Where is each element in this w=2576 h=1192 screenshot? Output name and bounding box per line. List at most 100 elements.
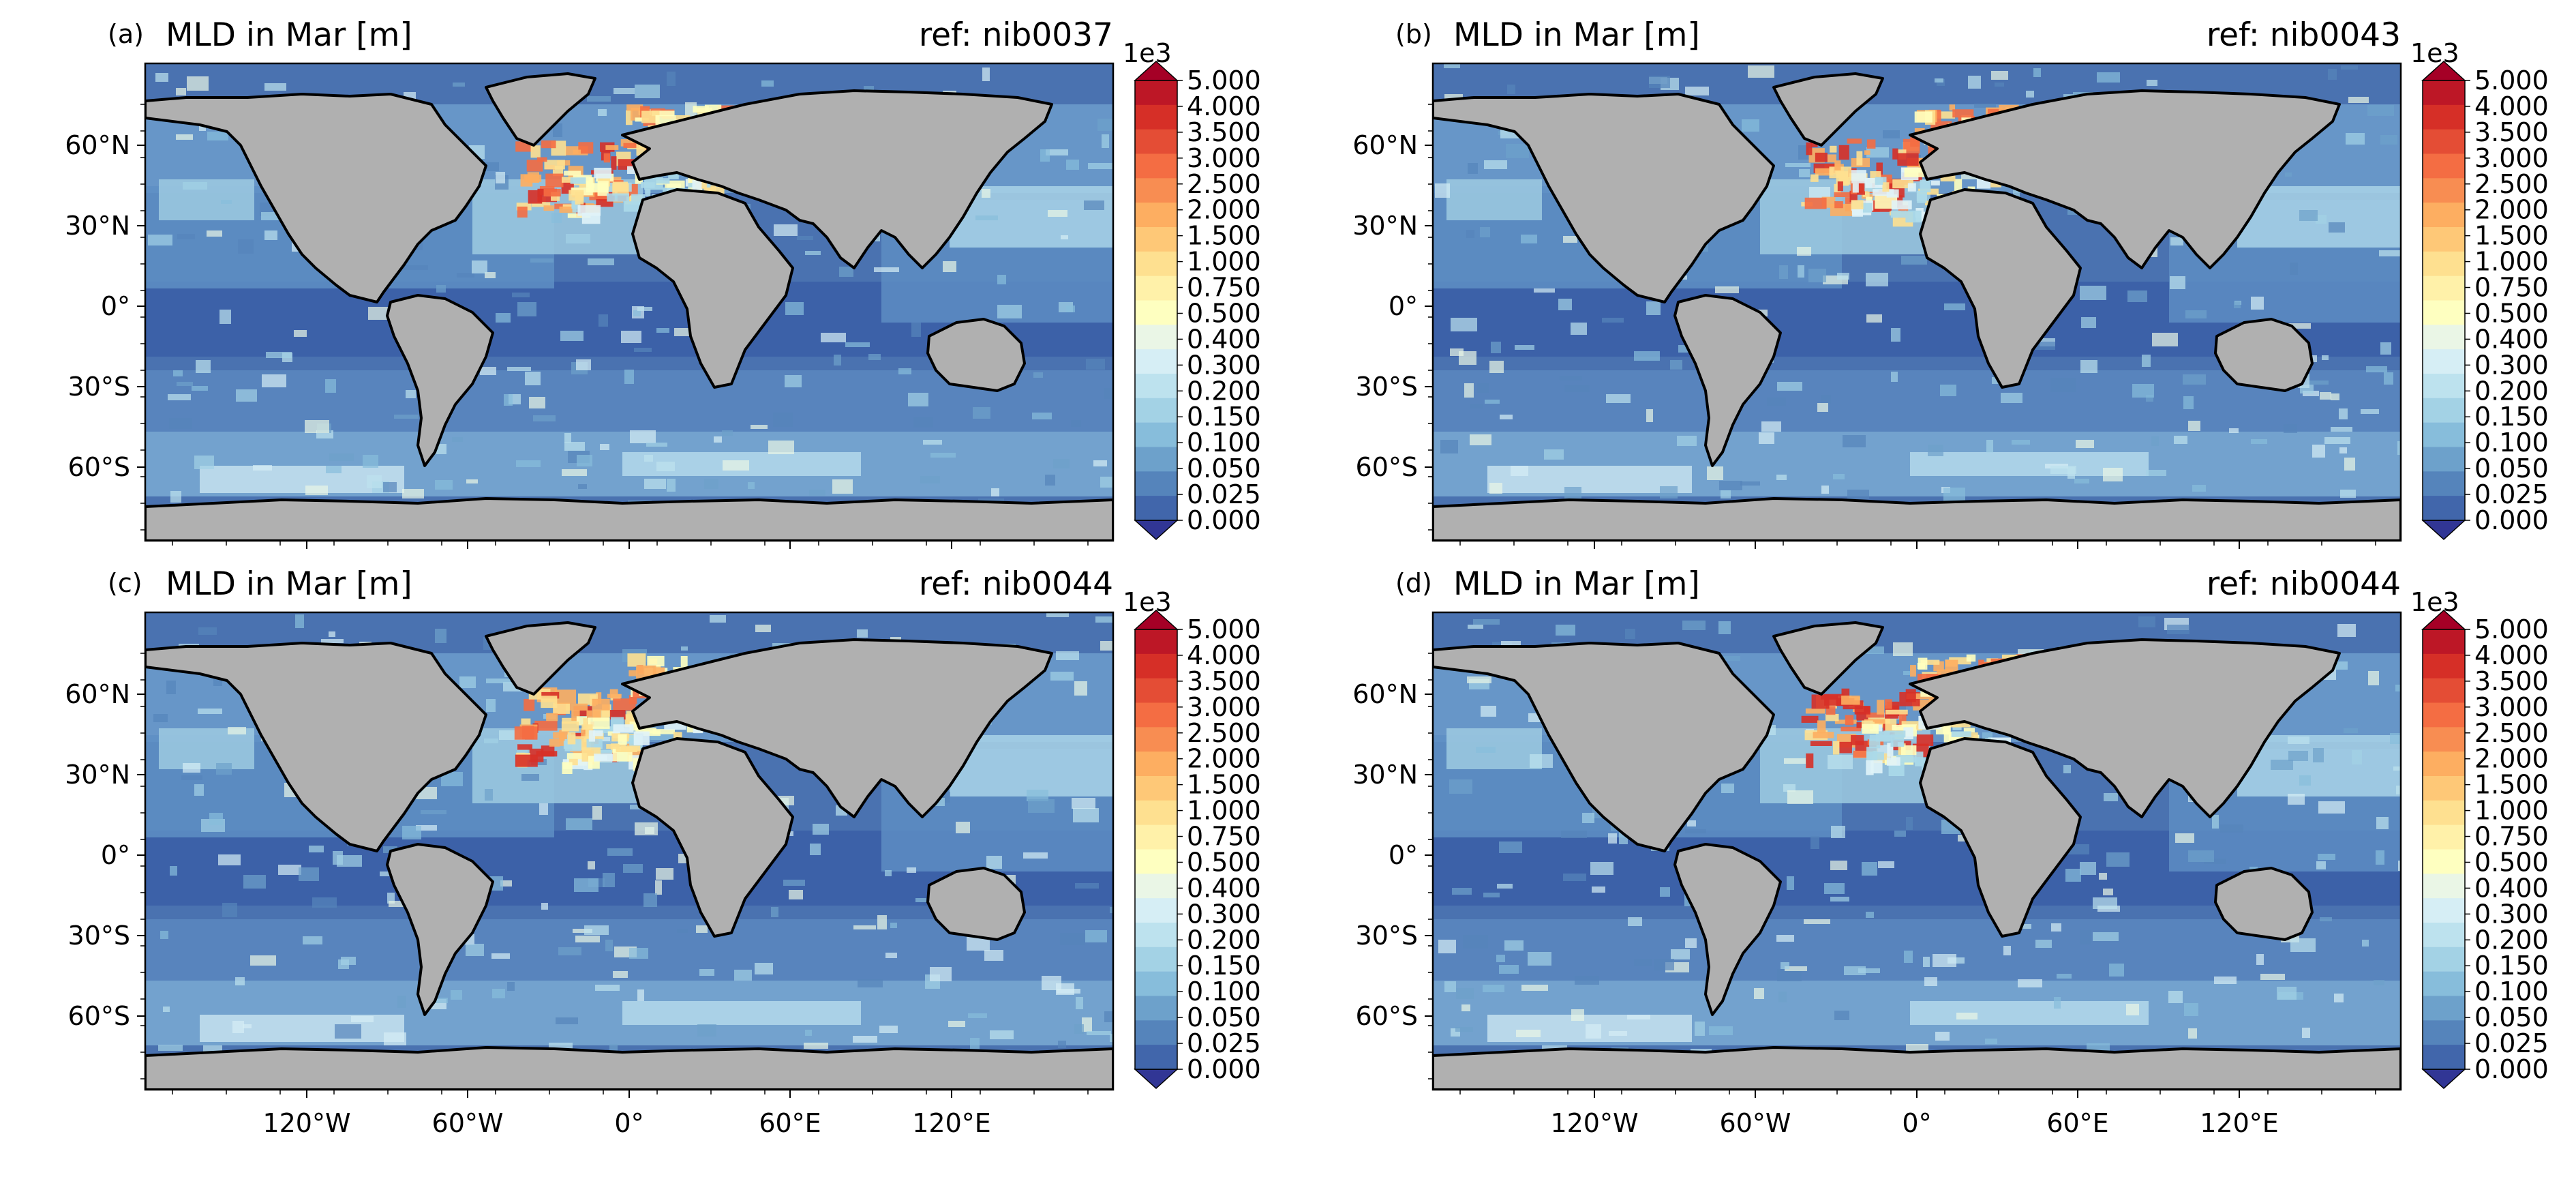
colorbar-tick-label: 3.500	[1187, 117, 1261, 147]
deep-mixing-cell	[543, 189, 561, 197]
deep-mixing-cell	[561, 177, 578, 183]
deep-mixing-cell	[1825, 713, 1839, 721]
deep-mixing-cell	[515, 754, 538, 767]
deep-mixing-cell	[1954, 179, 1963, 192]
deep-mixing-cell	[1864, 150, 1870, 155]
colorbar-segment	[1135, 325, 1177, 350]
colorbar-segment	[1135, 800, 1177, 826]
deep-mixing-cell	[1866, 712, 1885, 718]
deep-mixing-cell	[1853, 750, 1873, 758]
y-tick-label: 0°	[1389, 840, 1418, 870]
deep-mixing-cell	[1856, 151, 1863, 166]
deep-mixing-cell	[622, 738, 640, 744]
colorbar-frame	[1134, 80, 1178, 521]
deep-mixing-cell	[1806, 753, 1814, 769]
deep-mixing-cell	[1885, 699, 1892, 709]
colorbar-segment	[2423, 1045, 2465, 1070]
panel-ref: ref: nib0044	[2207, 565, 2401, 603]
deep-mixing-cell	[521, 726, 534, 740]
deep-mixing-cell	[1860, 203, 1873, 213]
colorbar-segment	[2423, 874, 2465, 899]
deep-mixing-cell	[578, 142, 594, 154]
colorbar-segment	[2423, 153, 2465, 179]
colorbar-segment	[2423, 178, 2465, 203]
x-tick-label: 60°E	[759, 1108, 821, 1138]
colorbar-tick-label: 0.200	[1187, 925, 1261, 955]
deep-mixing-cell	[643, 730, 661, 736]
colorbar-segment	[1135, 227, 1177, 252]
deep-mixing-cell	[1905, 210, 1922, 223]
colorbar-tick-label: 0.750	[2474, 273, 2549, 303]
deep-mixing-cell	[612, 183, 629, 196]
deep-mixing-cell	[641, 110, 660, 123]
deep-mixing-cell	[553, 702, 570, 714]
deep-mixing-cell	[688, 175, 695, 190]
ocean-field-band	[1910, 1001, 2149, 1025]
colorbar-tick-label: 1.000	[1187, 247, 1261, 277]
y-tick-label: 60°N	[1352, 679, 1418, 709]
deep-mixing-cell	[1810, 741, 1832, 746]
y-tick-label: 60°N	[65, 130, 130, 160]
deep-mixing-cell	[635, 117, 642, 122]
deep-mixing-cell	[569, 758, 578, 766]
colorbar-segment	[1135, 153, 1177, 179]
deep-mixing-cell	[1839, 741, 1852, 754]
deep-mixing-cell	[1830, 145, 1837, 153]
colorbar-segment	[1135, 300, 1177, 325]
colorbar-tick-label: 3.500	[2474, 117, 2549, 147]
colorbar-tick-label: 0.050	[1187, 453, 1261, 483]
y-tick-label: 60°N	[1352, 130, 1418, 160]
deep-mixing-cell	[1811, 694, 1830, 709]
deep-mixing-cell	[594, 754, 613, 762]
deep-mixing-cell	[1890, 734, 1905, 747]
deep-mixing-cell	[641, 182, 655, 188]
deep-mixing-cell	[1810, 174, 1819, 182]
colorbar-extend-low	[2421, 520, 2466, 541]
deep-mixing-cell	[627, 653, 646, 667]
colorbar-tick-label: 2.500	[1187, 169, 1261, 199]
deep-mixing-cell	[521, 718, 531, 725]
colorbar-segment	[2423, 800, 2465, 826]
deep-mixing-cell	[1949, 657, 1971, 665]
colorbar-segment	[2423, 251, 2465, 277]
deep-mixing-cell	[1852, 183, 1859, 193]
colorbar-segment	[2423, 923, 2465, 948]
colorbar-segment	[1135, 849, 1177, 874]
deep-mixing-cell	[609, 689, 618, 695]
deep-mixing-cell	[1869, 739, 1881, 749]
deep-mixing-cell	[1966, 654, 1976, 662]
panel-label: (c)	[108, 568, 142, 598]
colorbar-segment	[2423, 849, 2465, 874]
deep-mixing-cell	[1916, 734, 1934, 746]
colorbar: 5.0004.0003.5003.0002.5002.0001.5001.000…	[2410, 587, 2549, 1090]
deep-mixing-cell	[1885, 709, 1908, 715]
deep-mixing-cell	[1852, 207, 1863, 217]
deep-mixing-cell	[1804, 197, 1827, 209]
ocean-field-band	[1446, 179, 1542, 220]
deep-mixing-cell	[1900, 745, 1917, 756]
deep-mixing-cell	[1948, 723, 1971, 728]
colorbar-segment	[2423, 300, 2465, 325]
deep-mixing-cell	[1936, 111, 1956, 119]
colorbar-segment	[1135, 629, 1177, 655]
colorbar-tick-label: 2.000	[1187, 744, 1261, 774]
deep-mixing-cell	[526, 160, 543, 172]
panel-ref: ref: nib0044	[919, 565, 1113, 603]
deep-mixing-cell	[1882, 182, 1890, 192]
deep-mixing-cell	[571, 201, 578, 209]
colorbar-tick-label: 0.100	[2474, 977, 2549, 1007]
y-tick-label: 30°S	[1356, 921, 1418, 951]
colorbar-segment	[2423, 496, 2465, 521]
deep-mixing-cell	[1817, 720, 1826, 734]
colorbar-segment	[1135, 971, 1177, 996]
colorbar: 5.0004.0003.5003.0002.5002.0001.5001.000…	[2410, 38, 2549, 541]
deep-mixing-cell	[1834, 160, 1841, 170]
deep-mixing-cell	[583, 718, 591, 730]
colorbar-segment	[2423, 996, 2465, 1021]
y-tick-label: 60°S	[1356, 452, 1418, 482]
colorbar-tick-label: 3.000	[1187, 692, 1261, 722]
deep-mixing-cell	[611, 156, 617, 170]
deep-mixing-cell	[1917, 193, 1927, 203]
deep-mixing-cell	[553, 732, 564, 739]
deep-mixing-cell	[693, 106, 709, 113]
